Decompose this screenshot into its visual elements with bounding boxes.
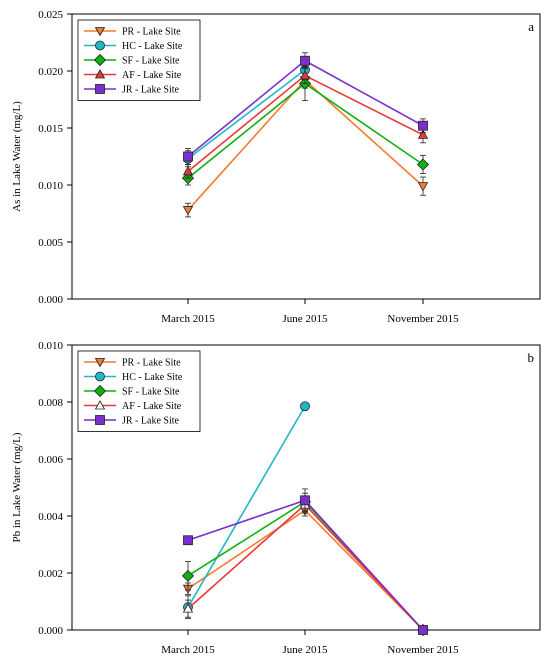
- legend-swatch-marker: [93, 53, 107, 67]
- series-line: [304, 60, 424, 127]
- series-line: [187, 74, 306, 172]
- series-af: [182, 495, 429, 634]
- y-axis-title: As in Lake Water (mg/L): [11, 101, 23, 212]
- legend-label: SF - Lake Site: [122, 56, 180, 67]
- legend-swatch-marker: [95, 415, 105, 425]
- legend-swatch-marker: [94, 27, 106, 37]
- series-line: [187, 405, 306, 608]
- x-tick-label: November 2015: [387, 313, 459, 325]
- data-point: [300, 495, 310, 506]
- legend-swatch-marker: [95, 84, 105, 94]
- y-tick-label: 0.015: [38, 123, 63, 135]
- series-line: [187, 79, 306, 211]
- legend-swatch-marker: [94, 358, 106, 368]
- series-jr: [183, 52, 428, 165]
- series-line: [187, 509, 306, 590]
- legend-label: JR - Lake Site: [122, 416, 179, 427]
- series-line: [187, 501, 306, 577]
- legend-label: JR - Lake Site: [122, 85, 179, 96]
- plot-frame: [71, 13, 541, 300]
- y-tick-label: 0.000: [38, 625, 63, 637]
- series-line: [187, 69, 306, 160]
- y-tick-label: 0.004: [38, 511, 63, 523]
- data-point: [300, 55, 310, 66]
- chart-panel-a: 0.000 0.005 0.010 0.015 0.020 0.025 March 2015…: [11, 9, 541, 325]
- data-point: [182, 206, 194, 216]
- y-tick-label: 0.005: [38, 237, 63, 249]
- panel-label: b: [528, 350, 535, 365]
- series-line: [304, 74, 424, 136]
- legend-swatch-marker: [95, 40, 105, 51]
- data-point: [183, 535, 193, 546]
- series-pr: [182, 504, 429, 636]
- series-line: [187, 504, 306, 610]
- series-line: [187, 60, 306, 158]
- series-af: [182, 67, 429, 179]
- y-tick-label: 0.006: [38, 454, 63, 466]
- chart-panel-b: 0.000 0.002 0.004 0.006 0.008 0.010 March 2015…: [11, 340, 541, 656]
- data-point: [300, 401, 310, 412]
- y-tick-label: 0.025: [38, 9, 63, 21]
- data-point: [418, 120, 428, 131]
- legend: PR - Lake Site HC - Lake Site SF - Lake Si…: [77, 350, 201, 432]
- legend-label: HC - Lake Site: [122, 41, 183, 52]
- series-line: [187, 82, 306, 179]
- series-jr: [183, 488, 428, 635]
- plot-frame: [71, 344, 541, 631]
- legend-swatch-marker: [94, 400, 106, 410]
- y-tick-label: 0.008: [38, 397, 63, 409]
- legend: PR - Lake Site HC - Lake Site SF - Lake Si…: [77, 19, 201, 101]
- data-point: [417, 129, 429, 139]
- legend-label: AF - Lake Site: [122, 401, 182, 412]
- legend-label: PR - Lake Site: [122, 27, 181, 38]
- y-tick-label: 0.010: [38, 180, 63, 192]
- data-point: [182, 603, 194, 613]
- x-tick-label: March 2015: [161, 313, 215, 325]
- y-tick-label: 0.010: [38, 340, 63, 352]
- x-tick-label: June 2015: [283, 644, 328, 656]
- data-point: [181, 569, 195, 582]
- series-hc: [183, 401, 310, 619]
- x-tick-label: March 2015: [161, 644, 215, 656]
- data-point: [416, 158, 430, 171]
- data-point: [182, 166, 194, 176]
- panel-label: a: [528, 19, 534, 34]
- legend-swatch-marker: [95, 371, 105, 382]
- x-tick-label: June 2015: [283, 313, 328, 325]
- y-tick-label: 0.002: [38, 568, 63, 580]
- x-tick-label: November 2015: [387, 644, 459, 656]
- data-point: [417, 182, 429, 192]
- legend-swatch-marker: [94, 69, 106, 79]
- series-sf: [181, 66, 430, 186]
- series-line: [304, 82, 424, 166]
- legend-label: SF - Lake Site: [122, 387, 180, 398]
- y-axis-title: Pb in Lake Water (mg/L): [11, 432, 23, 542]
- legend-label: PR - Lake Site: [122, 358, 181, 369]
- series-hc: [183, 62, 310, 168]
- y-tick-label: 0.020: [38, 66, 63, 78]
- series-line: [304, 499, 424, 631]
- legend-label: HC - Lake Site: [122, 372, 183, 383]
- y-tick-label: 0.000: [38, 294, 63, 306]
- data-point: [299, 70, 311, 80]
- data-point: [183, 151, 193, 162]
- legend-swatch-marker: [93, 384, 107, 398]
- legend-label: AF - Lake Site: [122, 70, 182, 81]
- series-line: [187, 499, 306, 541]
- data-point: [418, 625, 428, 635]
